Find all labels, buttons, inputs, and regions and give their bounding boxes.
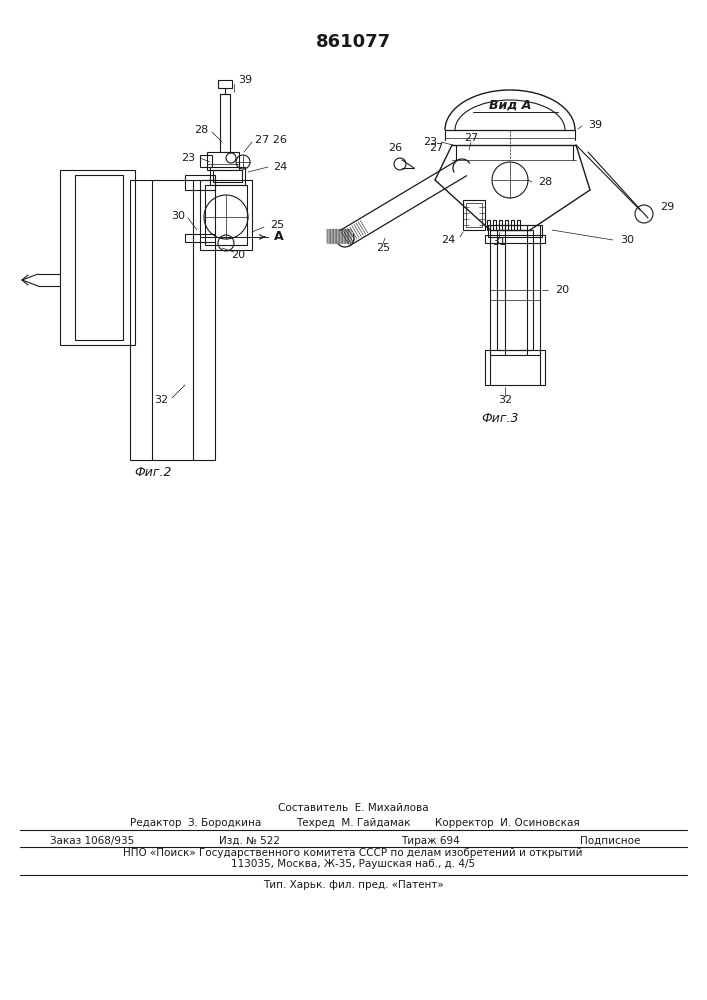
- Text: 26: 26: [388, 143, 402, 153]
- Text: Заказ 1068/935: Заказ 1068/935: [50, 836, 134, 846]
- Text: Составитель  Е. Михайлова: Составитель Е. Михайлова: [278, 803, 428, 813]
- Bar: [490, 225, 540, 355]
- Bar: [488, 225, 542, 237]
- Text: НПО «Поиск» Государственного комитета СССР по делам изобретений и открытий: НПО «Поиск» Государственного комитета СС…: [123, 848, 583, 858]
- Text: 32: 32: [154, 395, 168, 405]
- Text: Подписное: Подписное: [580, 836, 640, 846]
- Text: 30: 30: [171, 211, 185, 221]
- Text: Фиг.3: Фиг.3: [481, 412, 519, 424]
- Bar: [463, 200, 485, 230]
- Bar: [185, 175, 215, 190]
- Bar: [485, 350, 545, 385]
- Text: Тип. Харьк. фил. пред. «Патент»: Тип. Харьк. фил. пред. «Патент»: [262, 880, 443, 890]
- Text: 27: 27: [429, 143, 443, 153]
- Text: Техред  М. Гайдамак: Техред М. Гайдамак: [296, 818, 410, 828]
- Text: 861077: 861077: [315, 33, 390, 51]
- Text: Корректор  И. Осиновская: Корректор И. Осиновская: [436, 818, 580, 828]
- Bar: [213, 170, 242, 182]
- Bar: [497, 230, 533, 350]
- Text: Редактор  З. Бородкина: Редактор З. Бородкина: [130, 818, 262, 828]
- Text: 24: 24: [440, 235, 455, 245]
- Text: 27 26: 27 26: [255, 135, 287, 145]
- Bar: [210, 167, 245, 185]
- Bar: [130, 180, 215, 460]
- Text: Фиг.2: Фиг.2: [134, 466, 172, 479]
- Text: 27: 27: [464, 133, 478, 143]
- Bar: [218, 80, 232, 88]
- Text: 20: 20: [555, 285, 569, 295]
- Text: Вид A: Вид A: [489, 99, 531, 111]
- Text: 30: 30: [620, 235, 634, 245]
- Text: 39: 39: [588, 120, 602, 130]
- Polygon shape: [339, 229, 342, 243]
- Text: 24: 24: [273, 162, 287, 172]
- Polygon shape: [336, 229, 339, 243]
- Text: 23: 23: [181, 153, 195, 163]
- Polygon shape: [348, 229, 351, 243]
- Text: 31: 31: [492, 237, 506, 247]
- Text: 28: 28: [194, 125, 208, 135]
- Polygon shape: [342, 229, 345, 243]
- Bar: [60, 170, 135, 345]
- Text: 23: 23: [423, 137, 437, 147]
- Text: Тираж 694: Тираж 694: [401, 836, 460, 846]
- Bar: [205, 185, 247, 245]
- Text: 32: 32: [498, 395, 512, 405]
- Bar: [200, 155, 212, 167]
- Bar: [485, 235, 545, 243]
- Bar: [466, 203, 482, 227]
- Text: 39: 39: [238, 75, 252, 85]
- Polygon shape: [345, 229, 348, 243]
- Bar: [207, 152, 239, 170]
- Bar: [220, 94, 230, 152]
- Text: Изд. № 522: Изд. № 522: [219, 836, 281, 846]
- Text: 29: 29: [660, 202, 674, 212]
- Bar: [200, 180, 252, 250]
- Text: 25: 25: [270, 220, 284, 230]
- Text: 28: 28: [538, 177, 552, 187]
- Polygon shape: [330, 229, 333, 243]
- Text: 25: 25: [376, 243, 390, 253]
- Polygon shape: [333, 229, 336, 243]
- Bar: [75, 175, 123, 340]
- Text: 113035, Москва, Ж-35, Раушская наб., д. 4/5: 113035, Москва, Ж-35, Раушская наб., д. …: [231, 859, 475, 869]
- Text: 20: 20: [231, 250, 245, 260]
- Polygon shape: [327, 229, 330, 243]
- Text: А: А: [274, 231, 284, 243]
